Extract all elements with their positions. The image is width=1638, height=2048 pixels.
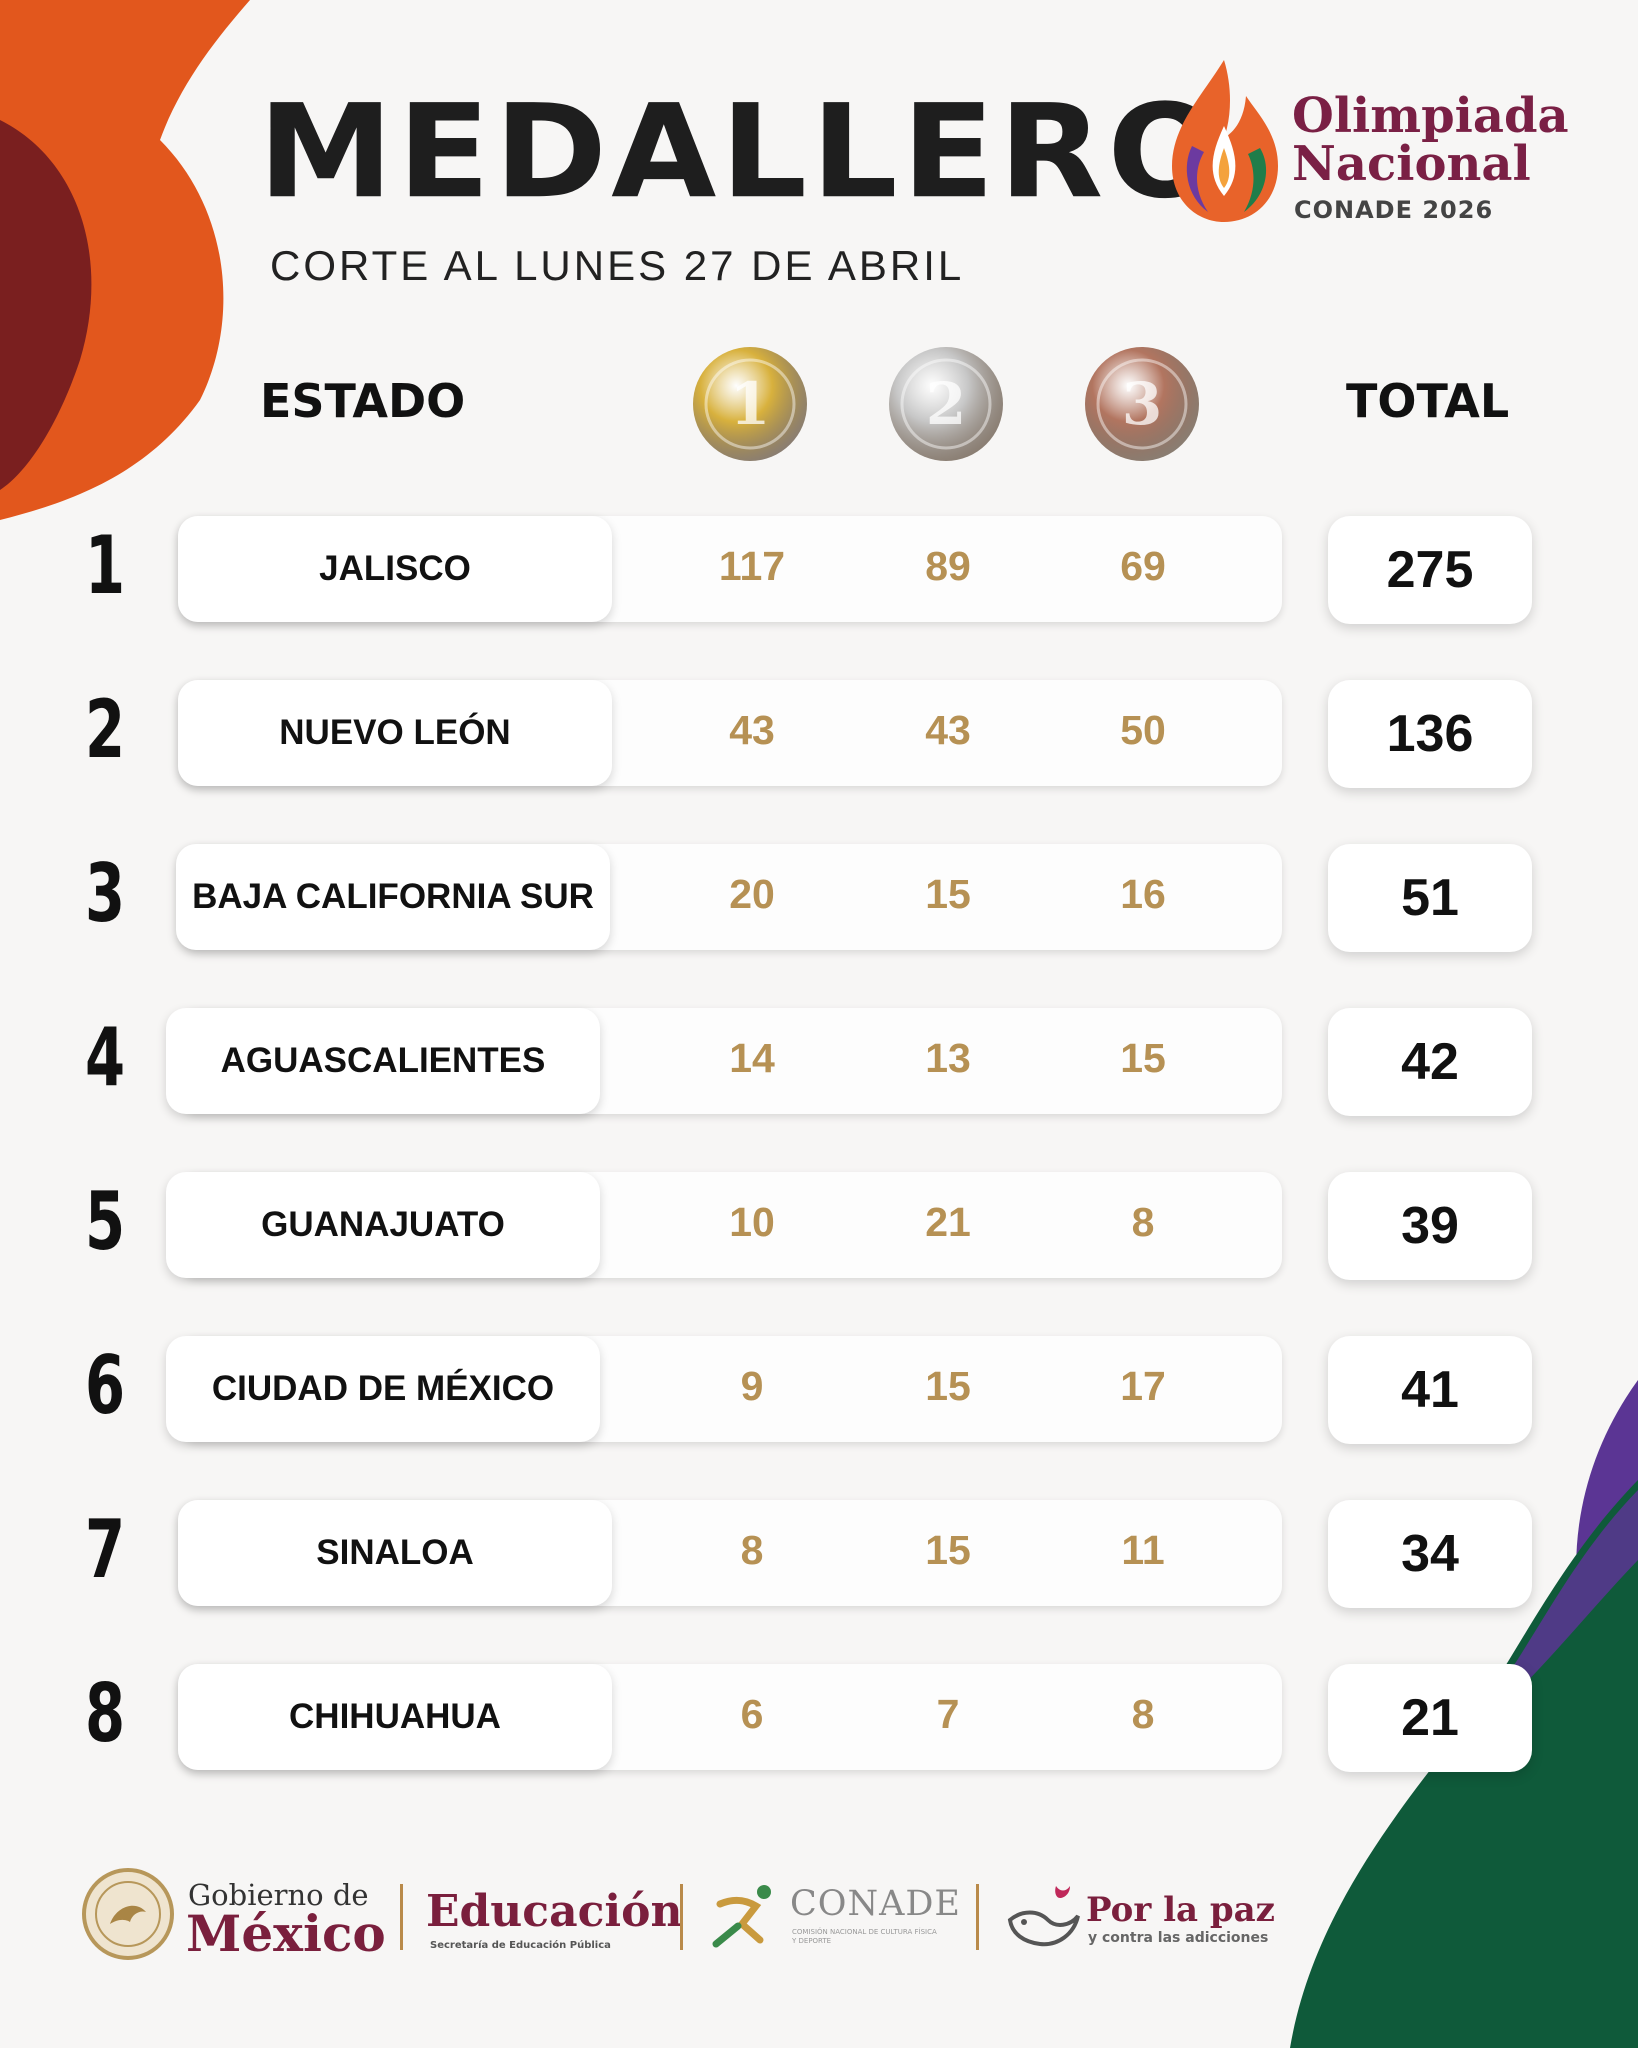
silver-count: 89 — [925, 543, 971, 589]
conade-title: CONADE — [790, 1884, 961, 1924]
runner-icon — [712, 1885, 771, 1948]
total-count: 41 — [1328, 1336, 1532, 1444]
gold-count: 117 — [718, 543, 786, 589]
gold-count: 9 — [740, 1363, 764, 1409]
medal-number: 1 — [730, 370, 770, 438]
gobierno-line2: México — [186, 1904, 386, 1963]
national-seal-icon — [82, 1868, 174, 1960]
silver-count: 21 — [925, 1199, 971, 1245]
table-row: 8 CHIHUAHUA 6 7 8 21 — [0, 1664, 1638, 1774]
gold-count: 14 — [729, 1035, 775, 1081]
state-name: JALISCO — [178, 516, 612, 622]
state-name: AGUASCALIENTES — [166, 1008, 600, 1114]
bronze-count: 16 — [1120, 871, 1166, 917]
total-count: 42 — [1328, 1008, 1532, 1116]
silver-medal-icon: 2 — [886, 344, 1006, 464]
footer-logos: Gobierno de México Educación Secretaría … — [80, 1860, 1280, 1970]
logo-line-conade: CONADE 2026 — [1294, 196, 1494, 224]
total-count: 275 — [1328, 516, 1532, 624]
logo-line-olimpiada: Olimpiada — [1292, 88, 1569, 144]
table-row: 3 BAJA CALIFORNIA SUR 20 15 16 51 — [0, 844, 1638, 954]
table-row: 6 CIUDAD DE MÉXICO 9 15 17 41 — [0, 1336, 1638, 1446]
state-name: BAJA CALIFORNIA SUR — [176, 844, 610, 950]
flame-icon — [1172, 60, 1278, 222]
medal-number: 3 — [1122, 370, 1162, 438]
table-row: 5 GUANAJUATO 10 21 8 39 — [0, 1172, 1638, 1282]
rank-number: 5 — [84, 1175, 126, 1268]
table-row: 2 NUEVO LEÓN 43 43 50 136 — [0, 680, 1638, 790]
bronze-count: 17 — [1120, 1363, 1166, 1409]
column-header-total: TOTAL — [1346, 374, 1510, 428]
state-name: SINALOA — [178, 1500, 612, 1606]
rank-number: 7 — [84, 1503, 126, 1596]
total-count: 51 — [1328, 844, 1532, 952]
gold-count: 8 — [740, 1527, 764, 1573]
gold-count: 6 — [740, 1691, 764, 1737]
state-name: CIUDAD DE MÉXICO — [166, 1336, 600, 1442]
gold-count: 43 — [729, 707, 775, 753]
rank-number: 6 — [84, 1339, 126, 1432]
state-name: GUANAJUATO — [166, 1172, 600, 1278]
logo-line-nacional: Nacional — [1292, 136, 1531, 192]
page-title: MEDALLERO — [258, 77, 1227, 228]
bronze-count: 8 — [1131, 1199, 1155, 1245]
educacion-subtitle: Secretaría de Educación Pública — [430, 1940, 611, 1951]
state-name: CHIHUAHUA — [178, 1664, 612, 1770]
gold-medal-icon: 1 — [690, 344, 810, 464]
table-row: 4 AGUASCALIENTES 14 13 15 42 — [0, 1008, 1638, 1118]
footer-divider — [400, 1884, 403, 1950]
conade-subtitle: COMISIÓN NACIONAL DE CULTURA FÍSICA Y DE… — [792, 1928, 937, 1945]
bronze-count: 69 — [1120, 543, 1166, 589]
gold-count: 20 — [729, 871, 775, 917]
rank-number: 8 — [84, 1667, 126, 1760]
educacion-title: Educación — [426, 1886, 683, 1937]
porlapaz-title: Por la paz — [1086, 1890, 1275, 1930]
rank-number: 3 — [84, 847, 126, 940]
silver-count: 15 — [925, 1363, 971, 1409]
silver-count: 13 — [925, 1035, 971, 1081]
state-name: NUEVO LEÓN — [178, 680, 612, 786]
bronze-medal-icon: 3 — [1082, 344, 1202, 464]
rank-number: 1 — [84, 519, 126, 612]
page-subtitle: CORTE AL LUNES 27 DE ABRIL — [270, 242, 965, 289]
bronze-count: 8 — [1131, 1691, 1155, 1737]
total-count: 136 — [1328, 680, 1532, 788]
medal-number: 2 — [926, 370, 966, 438]
column-header-state: ESTADO — [260, 374, 466, 428]
table-row: 7 SINALOA 8 15 11 34 — [0, 1500, 1638, 1610]
gold-count: 10 — [729, 1199, 775, 1245]
bronze-count: 15 — [1120, 1035, 1166, 1081]
dove-icon — [1007, 1886, 1080, 1947]
bronze-count: 50 — [1120, 707, 1166, 753]
total-count: 21 — [1328, 1664, 1532, 1772]
total-count: 34 — [1328, 1500, 1532, 1608]
bronze-count: 11 — [1121, 1527, 1165, 1573]
silver-count: 43 — [925, 707, 971, 753]
silver-count: 7 — [936, 1691, 960, 1737]
silver-count: 15 — [925, 871, 971, 917]
table-row: 1 JALISCO 117 89 69 275 — [0, 516, 1638, 626]
olimpiada-logo: Olimpiada Nacional CONADE 2026 — [1162, 56, 1569, 236]
rank-number: 4 — [84, 1011, 126, 1104]
rank-number: 2 — [84, 683, 126, 776]
silver-count: 15 — [925, 1527, 971, 1573]
footer-divider — [976, 1884, 979, 1950]
footer-divider — [680, 1884, 683, 1950]
porlapaz-subtitle: y contra las adicciones — [1088, 1930, 1269, 1946]
gobierno-line1: Gobierno de — [188, 1878, 369, 1912]
total-count: 39 — [1328, 1172, 1532, 1280]
